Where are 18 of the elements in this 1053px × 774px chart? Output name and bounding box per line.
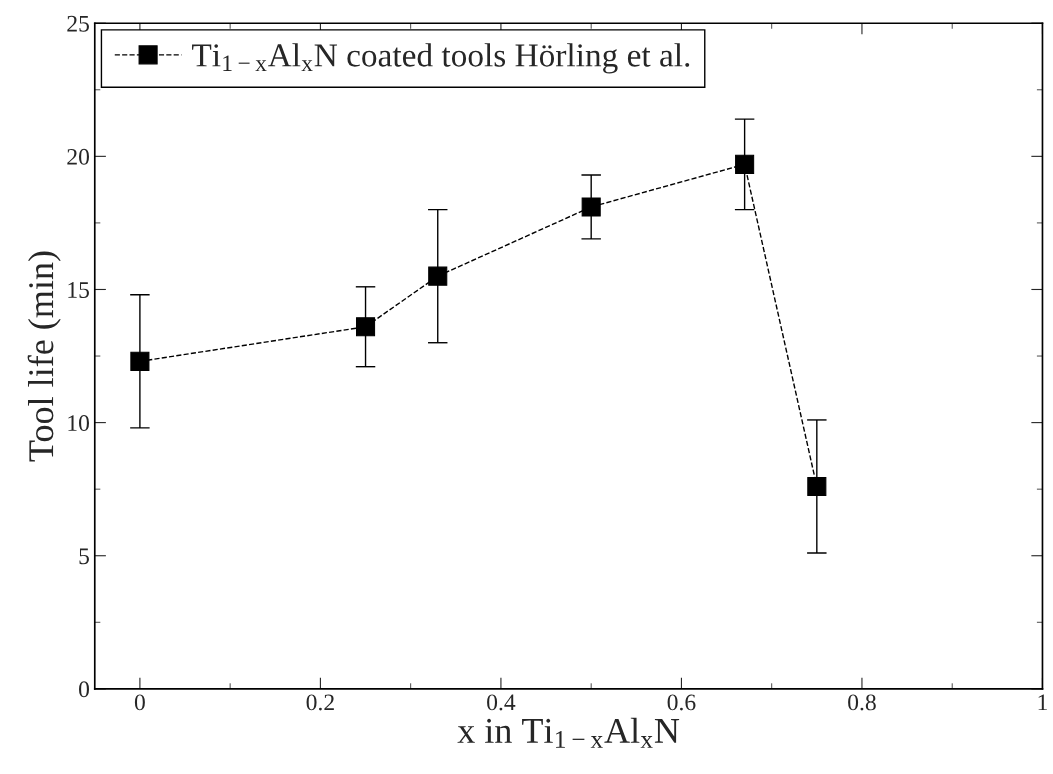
x-tick-label: 0.8 <box>848 694 876 711</box>
y-tick-label: 25 <box>67 15 89 32</box>
x-tick-label: 0 <box>134 694 145 711</box>
x-axis-title: x in Ti$_{1−x}$Al$_{x}$N <box>457 717 680 748</box>
x-tick-label: 0.2 <box>306 694 334 711</box>
y-tick-label: 20 <box>67 148 90 165</box>
x-tick-label: 1 <box>1038 694 1047 711</box>
point <box>355 317 376 337</box>
x-tick-label: 0.6 <box>667 694 696 711</box>
y-tick-label: 0 <box>79 681 90 698</box>
point <box>735 154 755 174</box>
y-axis-title: Tool life (min) <box>27 251 61 462</box>
y-tick-label: 10 <box>68 415 90 432</box>
x-tick-label: 0.4 <box>487 694 516 711</box>
y-tick-label: 5 <box>79 548 89 565</box>
legend-label: Ti$_{1−x}$Al$_{x}$N coated tools Hörling et al. <box>192 43 690 74</box>
point <box>428 266 448 286</box>
y-tick-label: 15 <box>68 282 89 298</box>
